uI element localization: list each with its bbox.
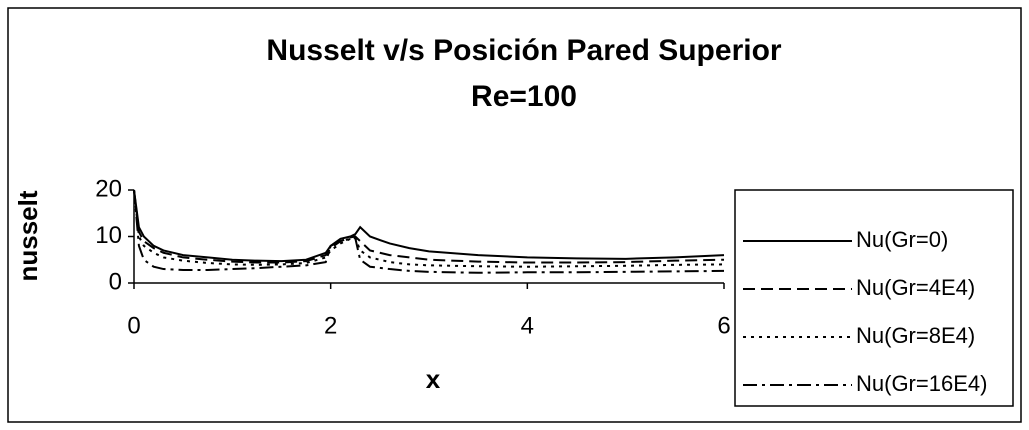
chart-subtitle: Re=100 (471, 80, 577, 113)
y-axis-label: nusselt (13, 190, 43, 281)
legend-label: Nu(Gr=4E4) (856, 275, 975, 300)
legend-label: Nu(Gr=8E4) (856, 323, 975, 348)
legend-label: Nu(Gr=16E4) (856, 371, 987, 396)
x-axis-label: x (426, 364, 441, 394)
series-line (133, 189, 725, 263)
x-tick-label: 4 (521, 312, 534, 339)
series-line (133, 189, 725, 274)
legend-label: Nu(Gr=0) (856, 227, 948, 252)
legend (734, 189, 1014, 407)
series-line (133, 189, 725, 268)
x-tick-label: 2 (324, 312, 337, 339)
y-tick-label: 20 (95, 175, 122, 202)
y-tick-label: 0 (109, 268, 122, 295)
x-tick-label: 0 (127, 312, 140, 339)
x-tick-label: 6 (717, 312, 730, 339)
chart-title: Nusselt v/s Posición Pared Superior (266, 34, 781, 67)
y-tick-label: 10 (95, 222, 122, 249)
